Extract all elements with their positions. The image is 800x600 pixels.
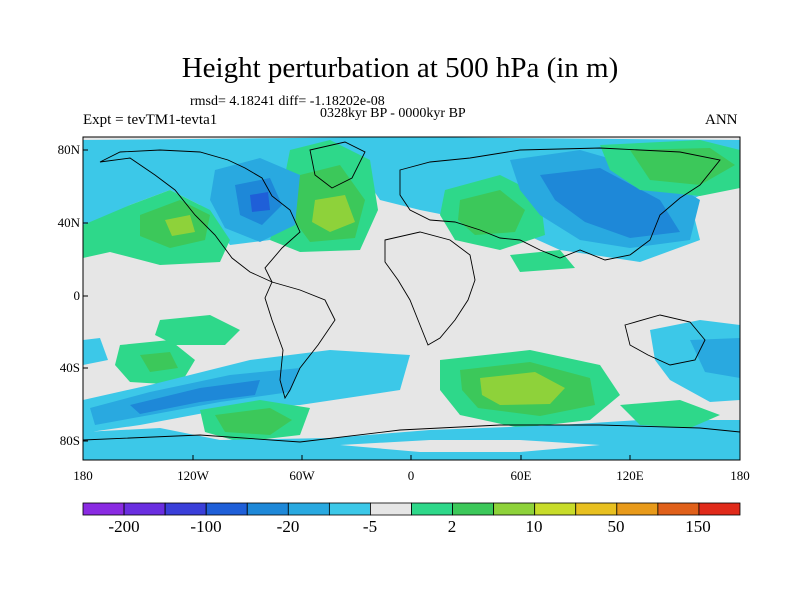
- colorbar-label: -5: [362, 517, 378, 536]
- season-label: ANN: [705, 112, 738, 128]
- contour-region: [620, 400, 720, 428]
- coastlines: [83, 141, 740, 443]
- colorbar-swatch: [164, 502, 207, 516]
- colorbar-swatch: [370, 502, 412, 516]
- contour-region: [130, 380, 260, 414]
- colorbar-swatch: [287, 502, 330, 516]
- colorbar-swatch: [123, 502, 166, 516]
- lat-label: 80S: [59, 433, 80, 448]
- contour-region: [83, 338, 108, 365]
- colorbar: [82, 502, 741, 516]
- contour-region: [690, 338, 740, 378]
- axis-ticks: [82, 149, 741, 460]
- lon-label: 120E: [616, 468, 644, 483]
- lon-label: 120W: [177, 468, 209, 483]
- colorbar-swatch: [82, 502, 125, 516]
- rmsd-stat: rmsd= 4.18241 diff= -1.18202e-08: [190, 94, 385, 109]
- plot-title: Height perturbation at 500 hPa (in m): [181, 52, 619, 84]
- contour-region: [215, 408, 292, 435]
- colorbar-swatch: [205, 502, 248, 516]
- contour-region: [340, 440, 600, 452]
- contour-field: [83, 137, 740, 460]
- contour-region: [250, 192, 270, 212]
- colorbar-label: 50: [607, 517, 625, 536]
- contour-region: [140, 352, 178, 372]
- colorbar-label: -100: [190, 517, 222, 536]
- experiment-label: Expt = tevTM1-tevta1: [83, 112, 218, 128]
- contour-region: [83, 420, 740, 460]
- colorbar-label: -20: [276, 517, 300, 536]
- contour-region: [458, 190, 525, 235]
- colorbar-label: 150: [685, 517, 711, 536]
- colorbar-label: 2: [447, 517, 457, 536]
- colorbar-swatch: [657, 502, 700, 516]
- lon-label: 60W: [289, 468, 315, 483]
- lon-label: 60E: [510, 468, 532, 483]
- contour-region: [165, 215, 195, 236]
- lat-label: 0: [73, 288, 81, 303]
- contour-region: [480, 372, 565, 405]
- lat-label: 40S: [59, 360, 80, 375]
- contour-region: [312, 195, 355, 232]
- contour-region: [540, 168, 680, 238]
- colorbar-label: 10: [525, 517, 543, 536]
- contour-region: [630, 148, 735, 185]
- colorbar-swatch: [616, 502, 659, 516]
- lon-label: 180: [73, 468, 93, 483]
- colorbar-swatch: [411, 502, 453, 516]
- colorbar-swatch: [246, 502, 289, 516]
- lon-label: 0: [407, 468, 415, 483]
- contour-region: [510, 250, 575, 272]
- colorbar-swatch: [534, 502, 577, 516]
- colorbar-swatch: [575, 502, 618, 516]
- colorbar-swatch: [698, 502, 741, 516]
- colorbar-swatch: [493, 502, 536, 516]
- lat-label: 80N: [57, 142, 80, 157]
- lon-label: 180: [730, 468, 750, 483]
- colorbar-label: -200: [108, 517, 140, 536]
- colorbar-swatch: [328, 502, 371, 516]
- lat-label: 40N: [57, 215, 80, 230]
- contour-region: [155, 315, 240, 345]
- period-label: 0328kyr BP - 0000kyr BP: [320, 106, 466, 121]
- colorbar-swatch: [452, 502, 495, 516]
